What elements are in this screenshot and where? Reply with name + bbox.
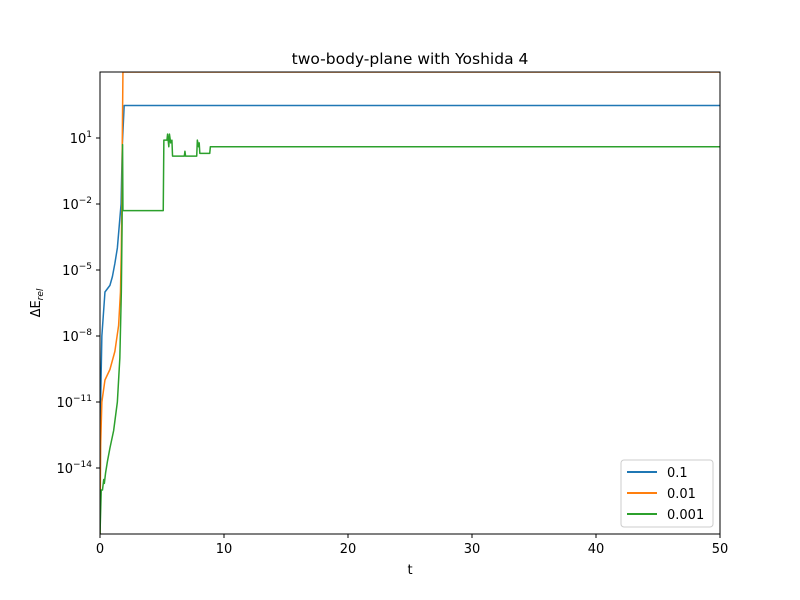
series-line-1 xyxy=(100,72,720,534)
y-tick-label: 10−8 xyxy=(62,328,92,345)
x-tick-label: 30 xyxy=(464,542,481,557)
series-line-2 xyxy=(100,133,720,534)
x-tick-label: 40 xyxy=(588,542,605,557)
legend-label-2: 0.001 xyxy=(667,508,704,523)
x-tick-label: 10 xyxy=(216,542,233,557)
legend: 0.1 0.01 0.001 xyxy=(620,459,714,528)
y-tick-label: 10−2 xyxy=(62,196,92,213)
legend-box xyxy=(620,459,714,528)
x-axis-ticks: 0 10 20 30 40 50 xyxy=(96,534,728,557)
legend-label-0: 0.1 xyxy=(667,466,688,481)
y-axis-label-base: ΔE xyxy=(29,300,44,317)
x-tick-label: 0 xyxy=(96,542,104,557)
x-tick-label: 20 xyxy=(340,542,357,557)
chart-title: two-body-plane with Yoshida 4 xyxy=(292,50,529,68)
x-tick-label: 50 xyxy=(712,542,729,557)
y-tick-label: 10−14 xyxy=(56,460,92,477)
y-axis-label-sub: rel xyxy=(36,288,46,300)
y-tick-label: 101 xyxy=(70,130,92,147)
legend-label-1: 0.01 xyxy=(667,487,696,502)
x-axis-label: t xyxy=(407,563,412,578)
y-axis-ticks: 10−14 10−11 10−8 10−5 10−2 101 xyxy=(56,130,100,477)
legend-items: 0.1 0.01 0.001 xyxy=(627,466,704,523)
series-layer xyxy=(100,72,720,534)
y-axis-label: ΔErel xyxy=(29,288,46,317)
y-tick-label: 10−5 xyxy=(62,262,92,279)
plot-frame xyxy=(99,71,721,535)
y-tick-label: 10−11 xyxy=(56,394,92,411)
